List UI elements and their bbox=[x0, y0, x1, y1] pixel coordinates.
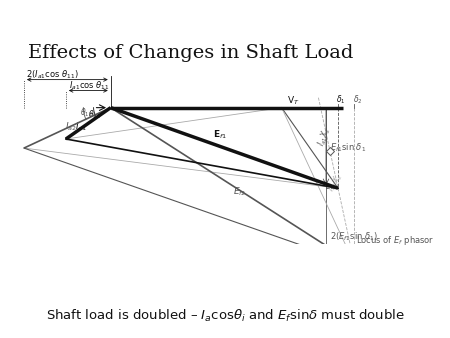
Text: $I_{a1}$: $I_{a1}$ bbox=[75, 121, 87, 134]
Text: V$_T$: V$_T$ bbox=[287, 95, 299, 107]
Text: $I_{a1}$cos $\theta_{11}$: $I_{a1}$cos $\theta_{11}$ bbox=[69, 80, 110, 92]
Text: $I_{a1}X_s$: $I_{a1}X_s$ bbox=[315, 126, 333, 148]
Text: $\theta_{11}$: $\theta_{11}$ bbox=[89, 108, 101, 121]
Text: 2($E_{f1}$sin $\delta_1$): 2($E_{f1}$sin $\delta_1$) bbox=[330, 231, 378, 243]
Text: Shaft load is doubled – $I_a$cos$\theta_i$ and $E_f$sin$\delta$ must double: Shaft load is doubled – $I_a$cos$\theta_… bbox=[45, 308, 405, 324]
Text: Locus of $E_f$ phasor: Locus of $E_f$ phasor bbox=[356, 234, 435, 247]
Title: Effects of Changes in Shaft Load: Effects of Changes in Shaft Load bbox=[28, 44, 354, 62]
Text: $\mathbf{E}_{f1}$: $\mathbf{E}_{f1}$ bbox=[213, 129, 227, 141]
Text: $\theta_{12}$: $\theta_{12}$ bbox=[80, 106, 93, 119]
Text: $E_{f2}$: $E_{f2}$ bbox=[233, 185, 246, 198]
Text: $\delta_1$: $\delta_1$ bbox=[336, 94, 346, 106]
Text: $E_{f1}$sin $\delta_1$: $E_{f1}$sin $\delta_1$ bbox=[330, 142, 366, 154]
Text: $\delta_2$: $\delta_2$ bbox=[353, 94, 362, 106]
Text: $I_{a2}$: $I_{a2}$ bbox=[65, 121, 76, 134]
Text: $I_{a2}X_s$: $I_{a2}X_s$ bbox=[325, 172, 345, 194]
Text: 2($I_{a1}$cos $\theta_{11}$): 2($I_{a1}$cos $\theta_{11}$) bbox=[26, 69, 78, 81]
